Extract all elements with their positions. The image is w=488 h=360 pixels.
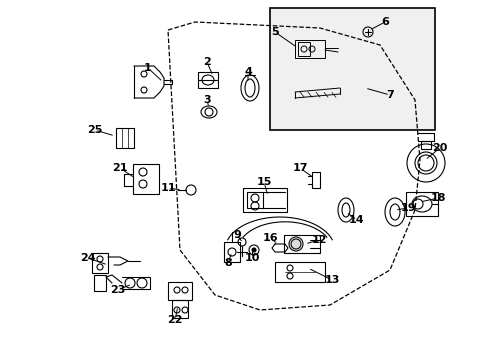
Text: 22: 22 (167, 315, 183, 325)
Text: 18: 18 (429, 193, 445, 203)
Text: 24: 24 (80, 253, 96, 263)
Text: 4: 4 (244, 67, 251, 77)
Bar (420, 141, 430, 149)
Bar (133, 164, 159, 194)
Text: 2: 2 (203, 57, 210, 67)
Text: 13: 13 (324, 275, 339, 285)
Text: 16: 16 (262, 233, 277, 243)
Text: 6: 6 (380, 17, 388, 27)
Bar (269, 8, 434, 130)
Circle shape (290, 239, 301, 249)
Bar (94, 275, 106, 291)
Bar (198, 72, 218, 88)
Text: 20: 20 (431, 143, 447, 153)
Text: 11: 11 (160, 183, 175, 193)
Bar (274, 262, 325, 282)
Bar (246, 192, 263, 208)
Bar (243, 188, 286, 212)
Text: 19: 19 (399, 203, 415, 213)
Bar (224, 242, 240, 262)
Text: 8: 8 (224, 258, 231, 268)
Text: 9: 9 (233, 230, 241, 240)
Bar (297, 42, 309, 56)
Bar (294, 40, 325, 58)
Bar (92, 253, 108, 273)
Bar (405, 192, 437, 216)
Bar (168, 282, 192, 300)
Bar (116, 128, 134, 148)
Text: 14: 14 (348, 215, 364, 225)
Text: 15: 15 (256, 177, 271, 187)
Bar (172, 300, 187, 318)
Text: 1: 1 (144, 63, 152, 73)
Text: 12: 12 (311, 235, 326, 245)
Text: 17: 17 (292, 163, 307, 173)
Text: 5: 5 (271, 27, 278, 37)
Circle shape (251, 248, 256, 252)
Text: 3: 3 (203, 95, 210, 105)
Text: 21: 21 (112, 163, 127, 173)
Text: 25: 25 (87, 125, 102, 135)
Text: 10: 10 (244, 253, 259, 263)
Bar (284, 235, 319, 253)
Text: 23: 23 (110, 285, 125, 295)
Text: 7: 7 (386, 90, 393, 100)
